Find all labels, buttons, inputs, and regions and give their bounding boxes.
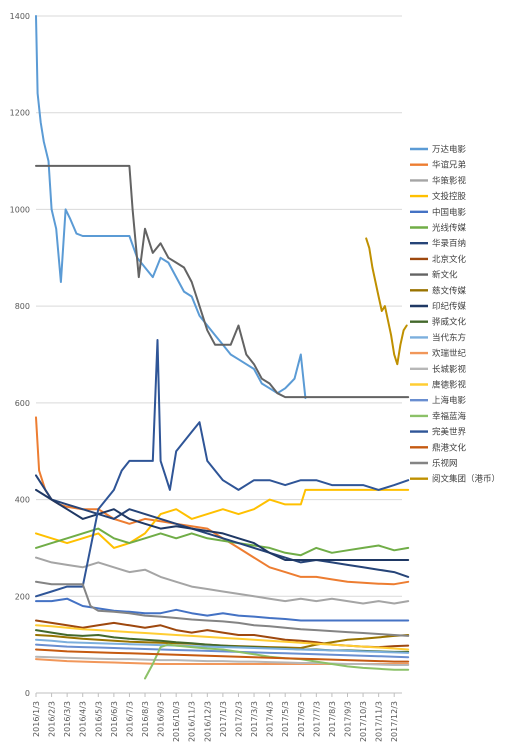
y-tick-label: 600 [15, 399, 30, 408]
legend-label: 幸福蓝海 [432, 411, 467, 422]
x-tick-label: 2016/5/3 [94, 701, 103, 737]
legend-label: 华谊兄弟 [432, 160, 466, 171]
series-line-20 [35, 580, 410, 637]
gridlines [36, 15, 402, 694]
x-tick-label: 2016/8/3 [141, 701, 150, 737]
legend-label: 长城影视 [432, 364, 467, 375]
y-tick-label: 200 [15, 592, 30, 601]
x-tick-label: 2016/9/3 [157, 701, 166, 737]
series-line-16 [35, 643, 410, 659]
series-line-5 [35, 527, 410, 557]
x-tick-label: 2017/1/3 [219, 701, 228, 737]
x-axis: 2016/1/3 2016/2/3 2016/3/3 2016/4/3 2016/5/3… [32, 692, 402, 742]
legend-label: 印纪传媒 [432, 301, 467, 312]
series-line-18 [35, 339, 410, 598]
y-tick-label: 1400 [10, 12, 30, 21]
series-line-12 [35, 638, 410, 654]
series-line-8 [35, 164, 410, 399]
y-tick-label: 1200 [10, 109, 30, 118]
legend-label: 阅文集团（港币） [432, 474, 500, 485]
x-tick-label: 2016/11/3 [188, 701, 197, 742]
y-tick-label: 400 [15, 496, 30, 505]
series-line-14 [35, 655, 410, 666]
legend-label: 欢瑞世纪 [432, 348, 467, 359]
x-tick-label: 2017/4/3 [266, 701, 275, 737]
x-tick-label: 2017/12/3 [390, 701, 399, 742]
legend-label: 新文化 [432, 270, 458, 281]
y-tick-label: 800 [15, 302, 30, 311]
x-tick-label: 2017/8/3 [328, 701, 337, 737]
series-line-2 [35, 556, 410, 605]
x-tick-label: 2017/3/3 [250, 701, 259, 737]
legend-label: 鼎港文化 [432, 442, 467, 453]
legend-label: 万达电影 [432, 144, 467, 155]
legend-label: 当代东方 [432, 332, 466, 343]
legend-label: 慈文传媒 [432, 285, 467, 296]
x-tick-label: 2016/12/3 [203, 701, 212, 742]
legend-label: 光线传媒 [432, 223, 467, 234]
x-tick-label: 2016/3/3 [63, 701, 72, 737]
x-tick-label: 2017/6/3 [297, 701, 306, 737]
y-tick-label: 0 [25, 689, 30, 698]
plot-area [35, 15, 410, 680]
x-tick-label: 2017/7/3 [312, 701, 321, 737]
legend: 万达电影华谊兄弟华策影视文投控股中国电影光线传媒华录百纳北京文化新文化慈文传媒印… [410, 144, 500, 485]
legend-label: 完美世界 [432, 427, 467, 438]
series-line-15 [35, 624, 410, 651]
series-line-3 [35, 488, 410, 549]
x-tick-label: 2017/5/3 [281, 701, 290, 737]
x-tick-label: 2016/10/3 [172, 701, 181, 742]
x-tick-label: 2017/2/3 [234, 701, 243, 737]
legend-label: 文投控股 [432, 191, 467, 202]
series-line-0 [35, 15, 307, 399]
y-axis: 0 200 400 600 800 1000 1200 1400 [10, 12, 30, 698]
x-tick-label: 2016/6/3 [110, 701, 119, 737]
series-line-17 [144, 643, 410, 680]
legend-label: 骅威文化 [432, 317, 467, 328]
series-line-1 [35, 416, 410, 586]
x-tick-label: 2016/7/3 [125, 701, 134, 737]
x-tick-label: 2016/4/3 [79, 701, 88, 737]
x-tick-label: 2017/10/3 [359, 701, 368, 742]
x-tick-label: 2016/2/3 [48, 701, 57, 737]
series-line-4 [35, 597, 410, 622]
series-line-21 [365, 237, 408, 366]
y-tick-label: 1000 [10, 205, 30, 214]
legend-label: 北京文化 [432, 254, 467, 265]
legend-label: 中国电影 [432, 207, 467, 218]
x-tick-label: 2016/1/3 [32, 701, 41, 737]
legend-label: 华录百纳 [432, 238, 466, 249]
series-line-19 [35, 648, 410, 663]
legend-label: 唐德影视 [432, 380, 467, 391]
x-tick-label: 2017/11/3 [375, 701, 384, 742]
legend-label: 乐视网 [432, 458, 458, 469]
x-tick-label: 2017/9/3 [343, 701, 352, 737]
legend-label: 上海电影 [432, 395, 467, 406]
legend-label: 华策影视 [432, 175, 467, 186]
